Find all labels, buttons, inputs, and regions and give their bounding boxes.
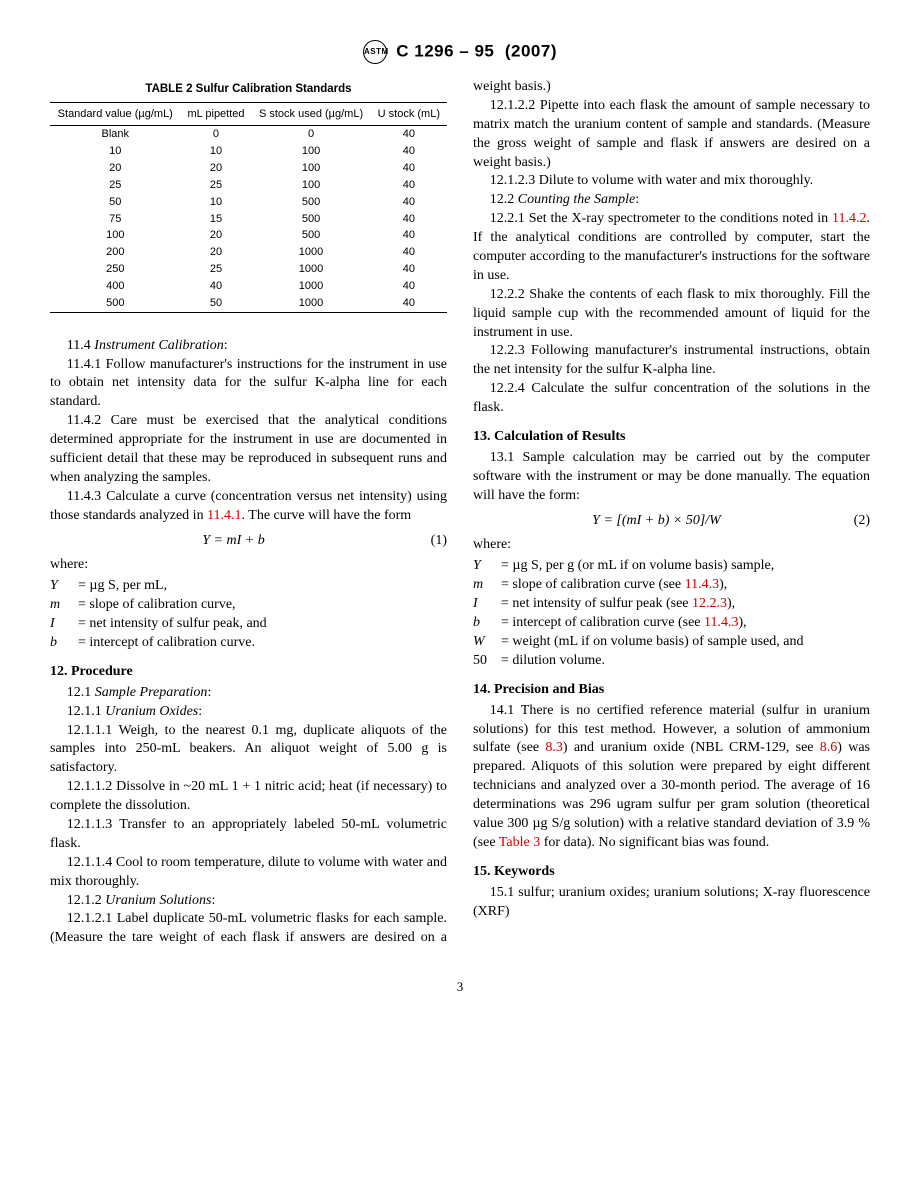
link-11-4-2[interactable]: 11.4.2 <box>832 211 866 226</box>
section-12-2: 12.2 Counting the Sample: <box>473 191 870 210</box>
table-header: S stock used (µg/mL) <box>251 102 370 126</box>
para-11-4-3: 11.4.3 Calculate a curve (concentration … <box>50 488 447 526</box>
para-12-1-2-3: 12.1.2.3 Dilute to volume with water and… <box>473 172 870 191</box>
table-row: 40040100040 <box>50 278 447 295</box>
para-12-2-3: 12.2.3 Following manufacturer's instrume… <box>473 342 870 380</box>
table-row: Blank0040 <box>50 126 447 143</box>
link-11-4-1[interactable]: 11.4.1 <box>207 508 241 523</box>
table-row: 501050040 <box>50 194 447 211</box>
para-12-1-1-1: 12.1.1.1 Weigh, to the nearest 0.1 mg, d… <box>50 722 447 779</box>
section-12: 12. Procedure <box>50 663 447 682</box>
section-13: 13. Calculation of Results <box>473 428 870 447</box>
table-row: 101010040 <box>50 143 447 160</box>
para-12-2-1: 12.2.1 Set the X-ray spectrometer to the… <box>473 210 870 286</box>
para-12-1-1-3: 12.1.1.3 Transfer to an appropriately la… <box>50 816 447 854</box>
reapproval-year: (2007) <box>505 41 557 60</box>
table-row: 202010040 <box>50 160 447 177</box>
para-15-1: 15.1 sulfur; uranium oxides; uranium sol… <box>473 884 870 922</box>
where-list-2: Y= µg S, per g (or mL if on volume basis… <box>473 557 870 670</box>
equation-2: Y = [(mI + b) × 50]/W (2) <box>473 512 870 531</box>
table-header: U stock (mL) <box>371 102 447 126</box>
designation: C 1296 – 95 <box>396 41 494 60</box>
section-11-4: 11.4 Instrument Calibration: <box>50 337 447 356</box>
link-8-6[interactable]: 8.6 <box>820 740 838 755</box>
table-row: 252510040 <box>50 177 447 194</box>
table-header: Standard value (µg/mL) <box>50 102 181 126</box>
para-12-1-2-2: 12.1.2.2 Pipette into each flask the amo… <box>473 97 870 173</box>
table-row: 25025100040 <box>50 261 447 278</box>
calibration-table: Standard value (µg/mL)mL pipettedS stock… <box>50 102 447 313</box>
link-12-2-3[interactable]: 12.2.3 <box>692 596 727 611</box>
section-12-1: 12.1 Sample Preparation: <box>50 684 447 703</box>
table-header: mL pipetted <box>181 102 252 126</box>
section-12-1-2: 12.1.2 Uranium Solutions: <box>50 892 447 911</box>
section-12-1-1: 12.1.1 Uranium Oxides: <box>50 703 447 722</box>
where-label: where: <box>50 556 447 575</box>
para-12-1-1-4: 12.1.1.4 Cool to room temperature, dilut… <box>50 854 447 892</box>
section-14: 14. Precision and Bias <box>473 681 870 700</box>
para-13-1: 13.1 Sample calculation may be carried o… <box>473 449 870 506</box>
link-11-4-3a[interactable]: 11.4.3 <box>685 577 719 592</box>
where-list-1: Y= µg S, per mL, m= slope of calibration… <box>50 577 447 653</box>
para-12-2-4: 12.2.4 Calculate the sulfur concentratio… <box>473 380 870 418</box>
link-8-3[interactable]: 8.3 <box>545 740 563 755</box>
section-15: 15. Keywords <box>473 863 870 882</box>
para-12-1-1-2: 12.1.1.2 Dissolve in ~20 mL 1 + 1 nitric… <box>50 778 447 816</box>
table-row: 751550040 <box>50 211 447 228</box>
para-11-4-2: 11.4.2 Care must be exercised that the a… <box>50 412 447 488</box>
link-table-3[interactable]: Table 3 <box>499 835 540 850</box>
table-row: 50050100040 <box>50 295 447 312</box>
para-11-4-1: 11.4.1 Follow manufacturer's instruction… <box>50 356 447 413</box>
table-2: TABLE 2 Sulfur Calibration Standards Sta… <box>50 82 447 313</box>
table-row: 20020100040 <box>50 244 447 261</box>
para-14-1: 14.1 There is no certified reference mat… <box>473 702 870 853</box>
astm-logo: ASTM <box>363 40 387 64</box>
equation-1: Y = mI + b (1) <box>50 532 447 551</box>
where-label-2: where: <box>473 536 870 555</box>
page-number: 3 <box>50 978 870 996</box>
para-12-2-2: 12.2.2 Shake the contents of each flask … <box>473 286 870 343</box>
page-header: ASTM C 1296 – 95 (2007) <box>50 40 870 64</box>
table-row: 1002050040 <box>50 227 447 244</box>
link-11-4-3b[interactable]: 11.4.3 <box>704 615 738 630</box>
table-title: TABLE 2 Sulfur Calibration Standards <box>50 82 447 98</box>
